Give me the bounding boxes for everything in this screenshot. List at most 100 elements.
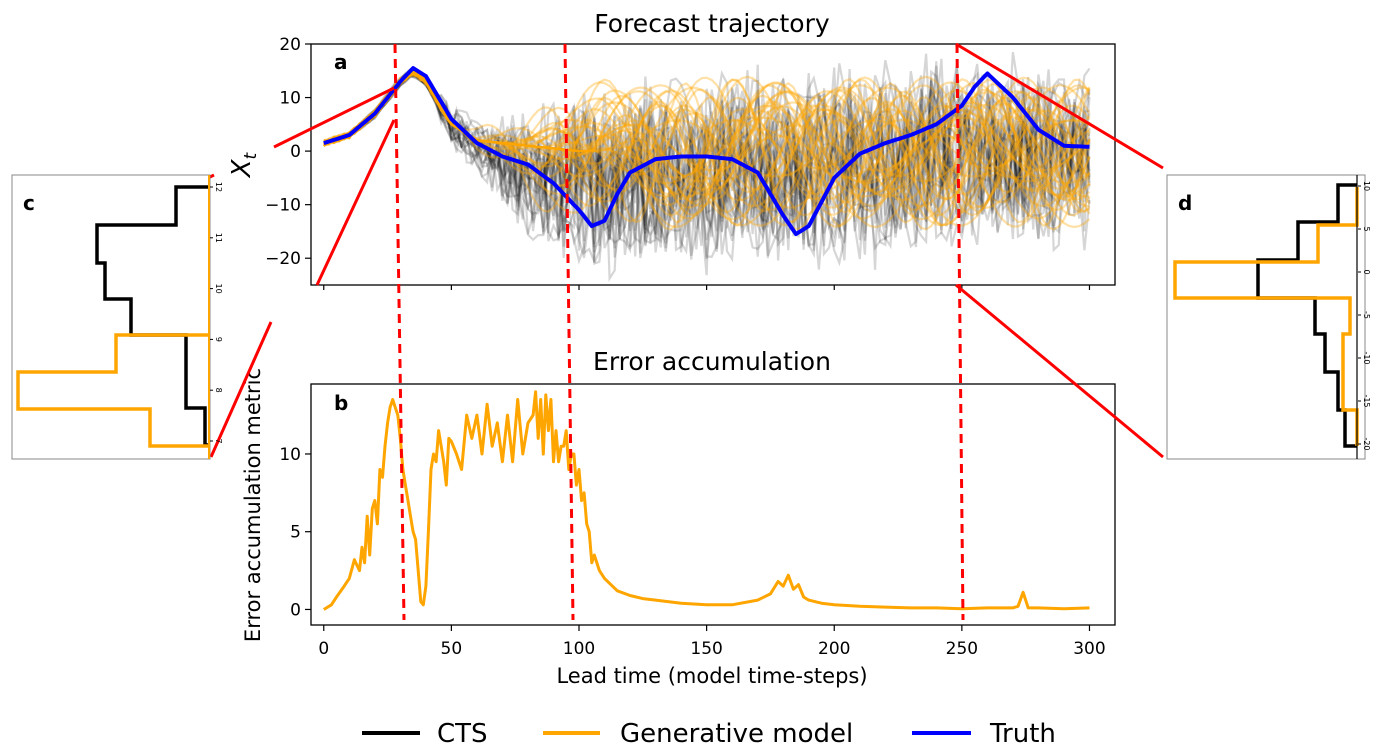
lead-time-markers (393, 43, 965, 621)
a-generative-ensemble (322, 68, 1091, 231)
a-cts-member (323, 73, 1091, 255)
inset-tick-label: 10 (1362, 181, 1371, 191)
a-cts-member (323, 74, 1091, 264)
b-xtick-label: 150 (690, 639, 722, 659)
legend-label-cts: CTS (437, 719, 488, 749)
a-generative-member (323, 68, 1091, 172)
a-generative-member (323, 71, 1091, 229)
a-generative-member (323, 69, 1091, 227)
a-generative-member (323, 69, 1090, 170)
inset-connectors (203, 42, 1164, 459)
a-generative-member (323, 68, 1091, 213)
b-xtick-label: 100 (563, 639, 595, 659)
panel-a-plot-area (322, 52, 1091, 283)
a-cts-member (323, 63, 1091, 226)
a-generative-member (323, 68, 1091, 183)
lead-time-marker (393, 43, 406, 621)
inset-c-ticks: 12 11 10 9 8 7 (210, 182, 223, 444)
b-error-line (323, 390, 1090, 611)
a-generative-member (323, 68, 1091, 227)
a-generative-member (323, 71, 1091, 217)
a-generative-member (323, 72, 1091, 201)
a-generative-member (323, 72, 1091, 209)
a-generative-member (322, 69, 1090, 178)
a-generative-member (323, 68, 1091, 221)
inset-c-generative-histogram (16, 333, 209, 448)
a-ytick-label: −20 (265, 249, 301, 269)
inset-tick-label: -5 (1362, 311, 1371, 319)
a-cts-member (323, 70, 1091, 249)
panel-a-x-ticks (323, 285, 1091, 290)
a-generative-member (322, 70, 1091, 227)
a-generative-member (323, 72, 1091, 217)
a-generative-member (323, 68, 1091, 231)
legend-entry-truth: Truth (912, 719, 1056, 749)
inset-tick-label: -10 (1362, 351, 1371, 364)
a-generative-member (323, 70, 1090, 209)
b-ytick-label: 5 (290, 523, 301, 543)
inset-c-frame (11, 174, 211, 460)
a-cts-member (323, 68, 1091, 208)
inset-d-frame (1166, 174, 1366, 460)
a-generative-member (323, 70, 1091, 191)
a-generative-member (323, 68, 1091, 193)
a-cts-member (323, 74, 1091, 266)
a-generative-member (323, 68, 1090, 208)
a-generative-member (323, 73, 1091, 194)
panel-a-ylabel: Xt (227, 151, 261, 179)
inset-c-cts-histogram (95, 185, 209, 447)
inset-tick-label: 12 (214, 182, 223, 192)
lead-time-marker (563, 43, 575, 621)
panel-b: Error accumulation 0 5 10 0 50 100 150 200 250 3… (241, 347, 1116, 688)
a-truth-line (323, 66, 1090, 237)
a-cts-member (323, 73, 1091, 254)
panel-b-label: b (334, 391, 348, 415)
a-cts-member (323, 69, 1090, 212)
inset-tick-label: 8 (214, 388, 223, 393)
a-generative-member (323, 69, 1091, 228)
inset-d-ticks: 10 5 0 -5 -10 -15 -20 (1358, 181, 1371, 451)
inset-c: 12 11 10 9 8 7 c (11, 174, 223, 460)
a-generative-member (323, 69, 1091, 214)
a-generative-member (323, 68, 1091, 208)
a-generative-member (323, 68, 1091, 196)
a-generative-member (323, 69, 1091, 204)
a-cts-member (323, 73, 1091, 259)
legend: CTS Generative model Truth (362, 719, 1056, 749)
panel-a-frame (310, 43, 1116, 286)
panel-a-y-ticks: 20 10 0 −10 −20 (265, 35, 311, 269)
panel-b-ylabel: Error accumulation metric (241, 368, 265, 642)
b-ytick-label: 10 (279, 445, 301, 465)
legend-label-generative: Generative model (620, 719, 853, 749)
a-generative-member (323, 70, 1091, 211)
a-cts-member (323, 71, 1091, 253)
inset-tick-label: 0 (1362, 269, 1371, 274)
inset-tick-label: 9 (214, 337, 223, 342)
a-cts-member (323, 72, 1091, 263)
a-cts-member (323, 74, 1091, 265)
panel-b-x-ticks: 0 50 100 150 200 250 300 (318, 625, 1106, 659)
a-cts-member (323, 73, 1091, 245)
b-xtick-label: 50 (441, 639, 463, 659)
a-generative-member (323, 68, 1091, 191)
a-generative-member (323, 71, 1091, 198)
connector-d-top (955, 42, 1164, 170)
a-ytick-label: 20 (279, 35, 301, 55)
a-generative-member (323, 74, 1091, 201)
panel-b-plot-area (323, 390, 1090, 611)
a-cts-member (323, 73, 1091, 253)
inset-d-generative-histogram (1173, 187, 1359, 446)
inset-tick-label: 11 (214, 233, 223, 243)
connector-c-bottom (315, 119, 396, 286)
a-generative-member (323, 70, 1091, 224)
a-generative-member (323, 69, 1091, 228)
panel-a: Forecast trajectory 20 10 0 −10 −20 Xt a (227, 9, 1116, 290)
a-generative-member (323, 68, 1090, 179)
panel-b-xlabel: Lead time (model time-steps) (556, 664, 867, 688)
inset-d-label: d (1178, 191, 1192, 215)
a-ytick-label: −10 (265, 196, 301, 216)
a-cts-member (323, 73, 1090, 233)
b-xtick-label: 0 (318, 639, 329, 659)
a-ytick-label: 10 (279, 89, 301, 109)
